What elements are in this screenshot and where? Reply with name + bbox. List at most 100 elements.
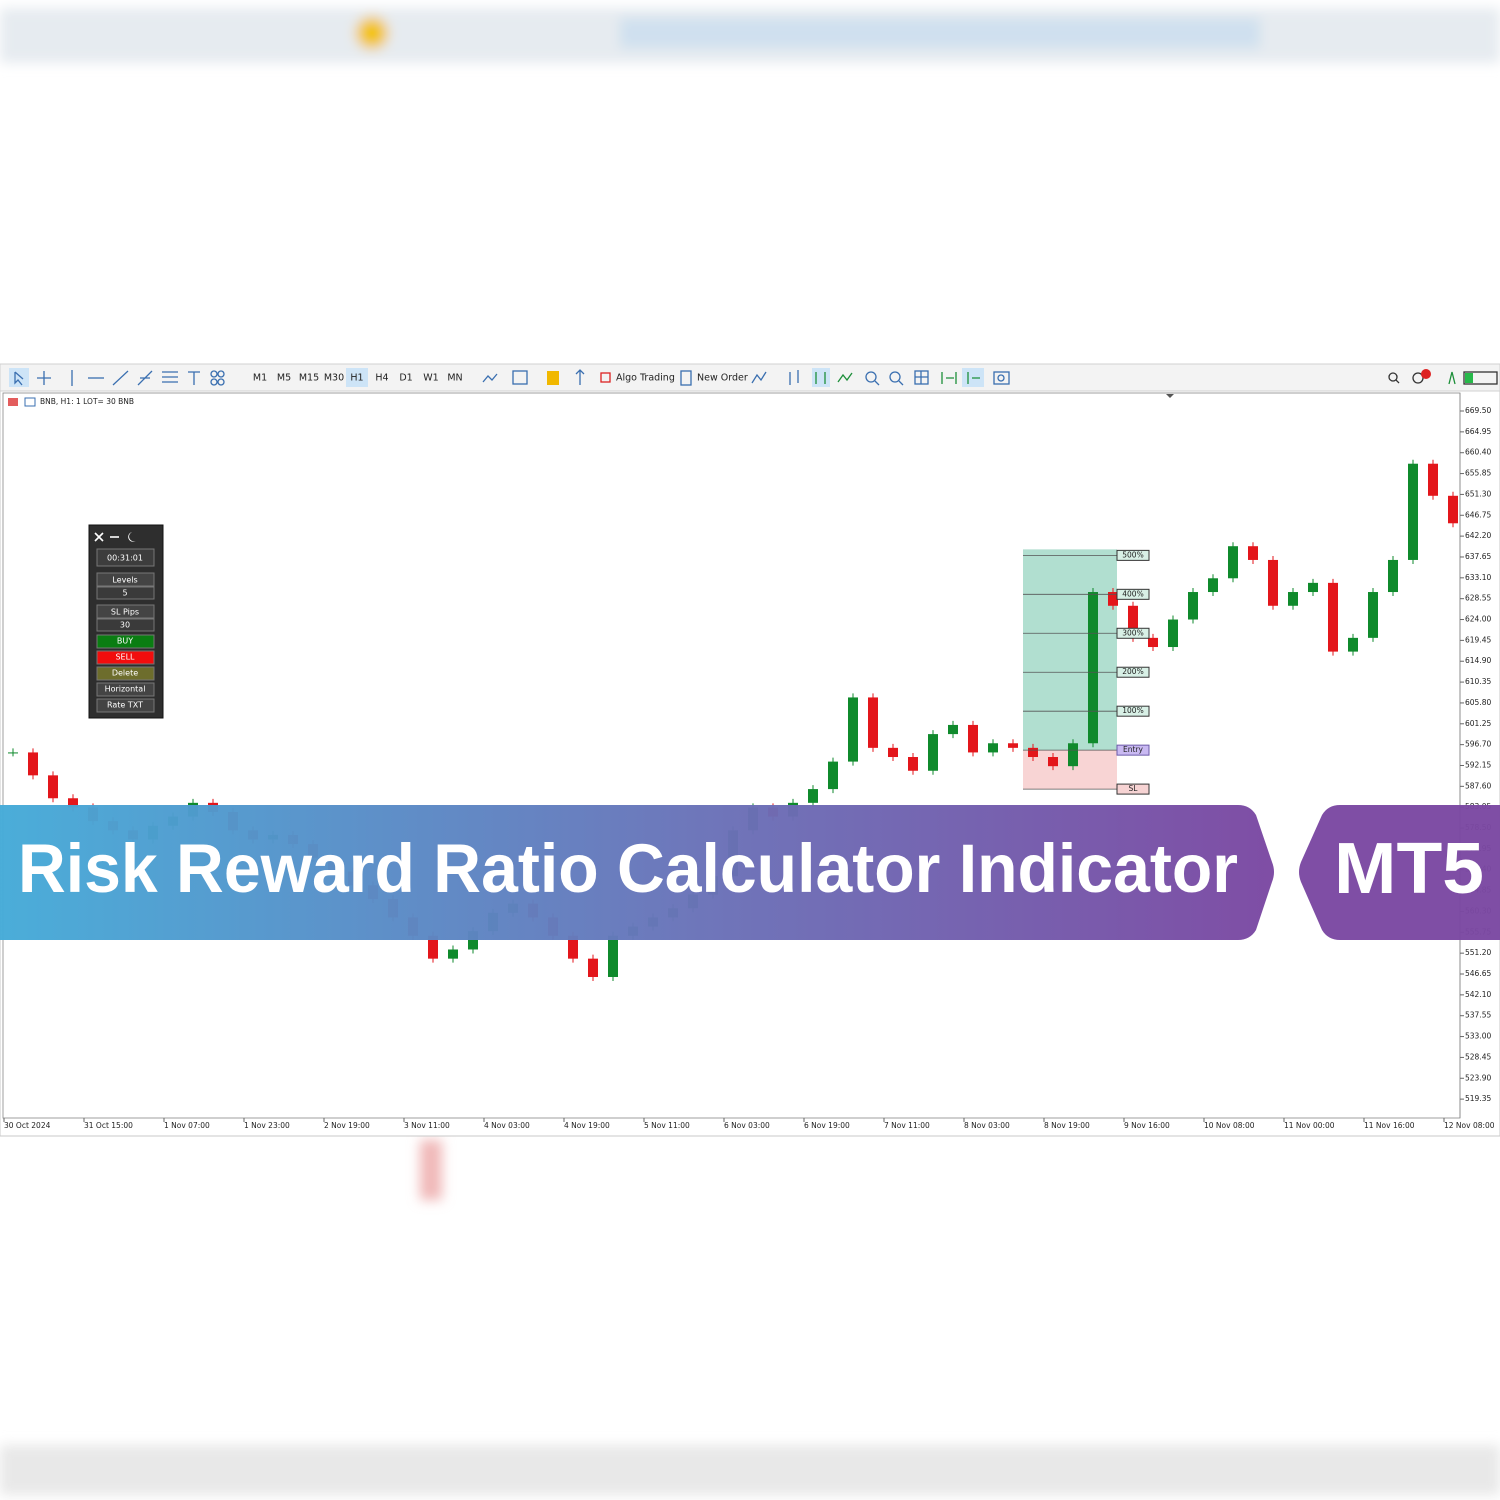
candle bbox=[828, 761, 838, 790]
y-tick-label: 587.60 bbox=[1465, 781, 1491, 790]
level-label: 100% bbox=[1122, 706, 1143, 715]
candle bbox=[1168, 619, 1178, 648]
timeframe-button[interactable]: MN bbox=[447, 373, 462, 384]
rate-txt-button[interactable]: Rate TXT bbox=[107, 701, 143, 710]
candle bbox=[48, 775, 58, 799]
x-tick-label: 4 Nov 19:00 bbox=[564, 1121, 610, 1130]
y-tick-label: 519.35 bbox=[1465, 1094, 1491, 1103]
level-tag bbox=[1116, 666, 1150, 678]
level-tag bbox=[1116, 783, 1150, 795]
level-tag bbox=[1116, 744, 1150, 756]
levels-value[interactable]: 5 bbox=[122, 589, 127, 598]
y-tick-label: 669.50 bbox=[1465, 406, 1491, 415]
y-tick-label: 537.55 bbox=[1465, 1011, 1491, 1020]
x-tick-label: 6 Nov 19:00 bbox=[804, 1121, 850, 1130]
candle bbox=[948, 724, 958, 735]
y-tick-label: 660.40 bbox=[1465, 448, 1491, 457]
levels-label: Levels bbox=[112, 576, 137, 585]
x-tick-label: 2 Nov 19:00 bbox=[324, 1121, 370, 1130]
x-tick-label: 4 Nov 03:00 bbox=[484, 1121, 530, 1130]
y-tick-label: 614.90 bbox=[1465, 656, 1491, 665]
y-tick-label: 610.35 bbox=[1465, 677, 1491, 686]
x-tick-label: 12 Nov 08:00 bbox=[1444, 1121, 1495, 1130]
level-label: 300% bbox=[1122, 628, 1143, 637]
algo-trading-button[interactable]: Algo Trading bbox=[616, 373, 675, 384]
candle bbox=[1308, 582, 1318, 593]
banner-title: Risk Reward Ratio Calculator Indicator bbox=[18, 830, 1238, 907]
y-tick-label: 646.75 bbox=[1465, 510, 1491, 519]
delete-button[interactable]: Delete bbox=[112, 669, 138, 678]
candle bbox=[1088, 592, 1098, 744]
candle bbox=[1248, 546, 1258, 560]
candle bbox=[1388, 559, 1398, 593]
candle bbox=[1188, 592, 1198, 620]
timeframe-button[interactable]: M30 bbox=[324, 373, 344, 384]
y-tick-label: 601.25 bbox=[1465, 719, 1491, 728]
x-tick-label: 8 Nov 03:00 bbox=[964, 1121, 1010, 1130]
y-tick-label: 619.45 bbox=[1465, 635, 1491, 644]
chart-area bbox=[2, 392, 1461, 1119]
y-tick-label: 523.90 bbox=[1465, 1073, 1491, 1082]
candle bbox=[1368, 592, 1378, 638]
candle bbox=[1228, 546, 1238, 579]
candle bbox=[1408, 463, 1418, 560]
x-tick-label: 11 Nov 00:00 bbox=[1284, 1121, 1335, 1130]
candle bbox=[468, 931, 478, 950]
timeframe-button[interactable]: M1 bbox=[253, 373, 267, 384]
candle bbox=[28, 752, 38, 776]
y-tick-label: 651.30 bbox=[1465, 489, 1491, 498]
candle bbox=[68, 798, 78, 808]
x-tick-label: 1 Nov 07:00 bbox=[164, 1121, 210, 1130]
horizontal-button[interactable]: Horizontal bbox=[105, 685, 146, 694]
x-tick-label: 3 Nov 11:00 bbox=[404, 1121, 450, 1130]
x-tick-label: 1 Nov 23:00 bbox=[244, 1121, 290, 1130]
candle bbox=[888, 747, 898, 758]
x-tick-label: 9 Nov 16:00 bbox=[1124, 1121, 1170, 1130]
y-tick-label: 642.20 bbox=[1465, 531, 1491, 540]
candle bbox=[448, 949, 458, 959]
candle bbox=[1268, 559, 1278, 606]
candle bbox=[988, 743, 998, 753]
sl-pips-value[interactable]: 30 bbox=[120, 621, 130, 630]
buy-button[interactable]: BUY bbox=[117, 637, 133, 646]
level-label: 500% bbox=[1122, 550, 1143, 559]
timer: 00:31:01 bbox=[107, 554, 143, 563]
candle bbox=[908, 757, 918, 771]
candle bbox=[568, 935, 578, 959]
sl-label: SL bbox=[1129, 784, 1139, 793]
x-tick-label: 30 Oct 2024 bbox=[4, 1121, 51, 1130]
timeframe-button[interactable]: D1 bbox=[399, 373, 412, 384]
candle bbox=[1348, 637, 1358, 652]
timeframe-button[interactable]: M15 bbox=[299, 373, 319, 384]
candle bbox=[868, 697, 878, 748]
x-tick-label: 8 Nov 19:00 bbox=[1044, 1121, 1090, 1130]
candle bbox=[968, 724, 978, 753]
banner-badge: MT5 bbox=[1334, 829, 1484, 909]
candle bbox=[1208, 578, 1218, 593]
blurred-background bbox=[0, 8, 1500, 1495]
candle bbox=[848, 697, 858, 762]
toolbar-icons bbox=[9, 368, 1498, 387]
y-tick-label: 592.15 bbox=[1465, 760, 1491, 769]
timeframe-button[interactable]: H1 bbox=[350, 373, 363, 384]
reward-zone bbox=[1023, 549, 1117, 751]
timeframe-active bbox=[346, 368, 368, 387]
sell-button[interactable]: SELL bbox=[115, 653, 135, 662]
candle bbox=[1108, 592, 1118, 606]
timeframe-button[interactable]: H4 bbox=[375, 373, 388, 384]
banner: Risk Reward Ratio Calculator Indicator M… bbox=[0, 805, 1500, 940]
level-tag bbox=[1116, 588, 1150, 600]
y-tick-label: 624.00 bbox=[1465, 615, 1491, 624]
timeframe-button[interactable]: W1 bbox=[423, 373, 438, 384]
timeframe-button[interactable]: M5 bbox=[277, 373, 291, 384]
level-tag bbox=[1116, 705, 1150, 717]
candle bbox=[8, 752, 18, 754]
new-order-button[interactable]: New Order bbox=[697, 373, 748, 384]
y-tick-label: 533.00 bbox=[1465, 1032, 1491, 1041]
x-tick-label: 10 Nov 08:00 bbox=[1204, 1121, 1255, 1130]
candle bbox=[1028, 747, 1038, 758]
candle bbox=[808, 789, 818, 803]
y-tick-label: 596.70 bbox=[1465, 740, 1491, 749]
y-tick-label: 664.95 bbox=[1465, 427, 1491, 436]
